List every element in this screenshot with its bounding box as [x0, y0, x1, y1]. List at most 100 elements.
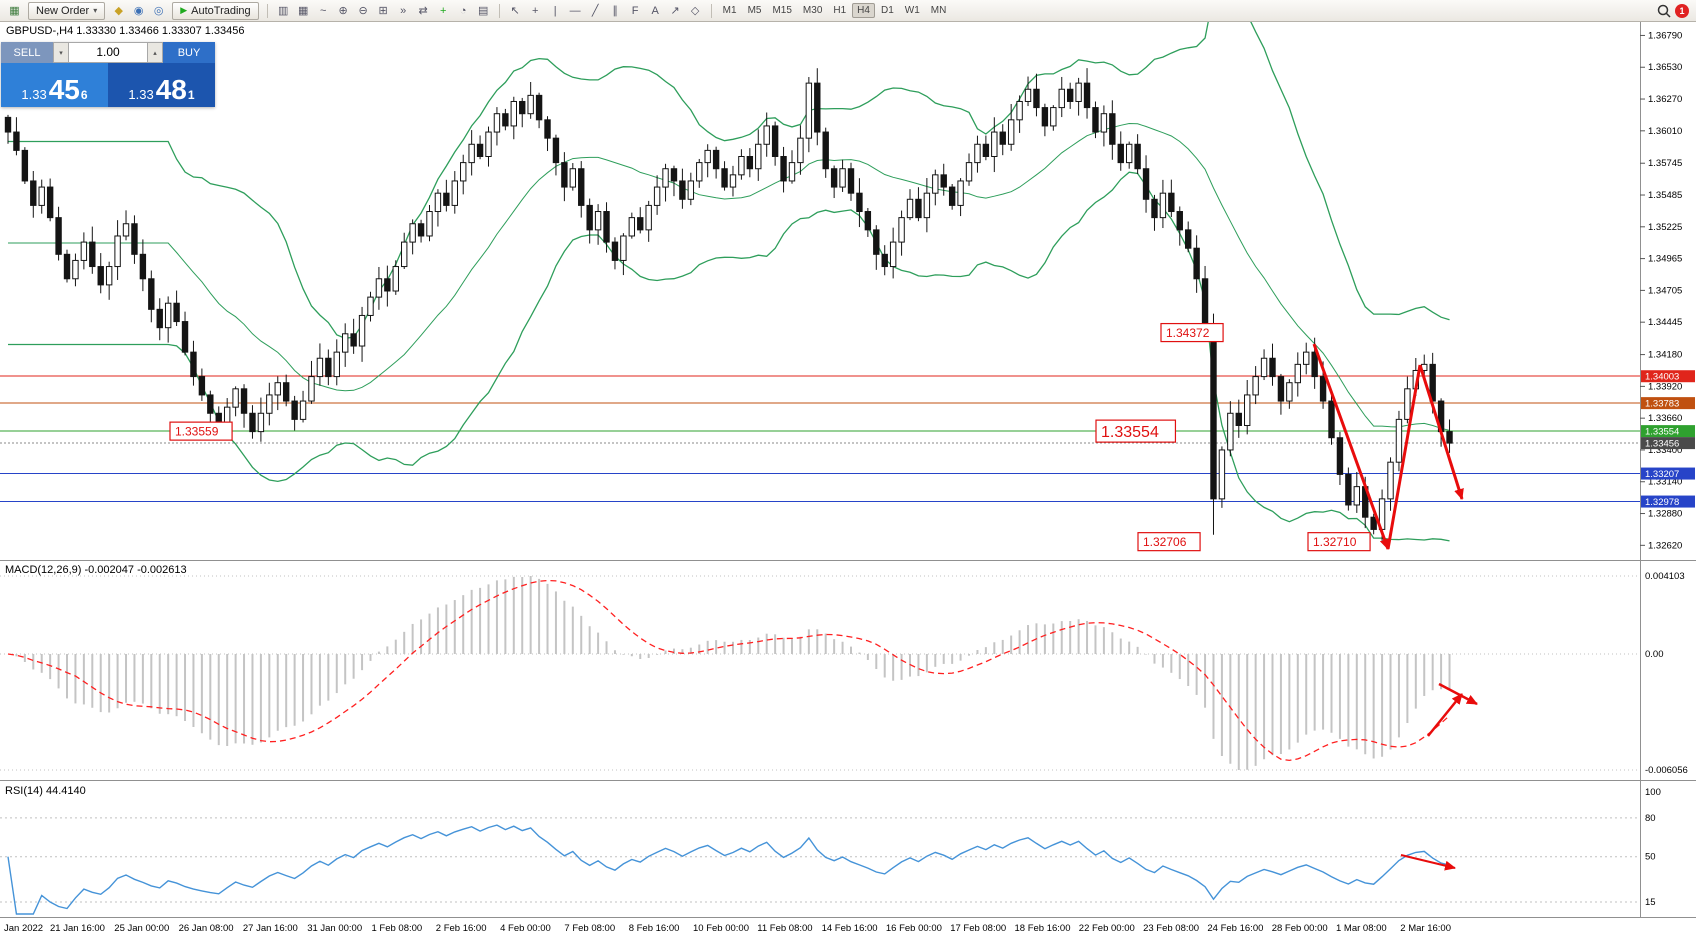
- text-icon[interactable]: A: [651, 4, 659, 17]
- svg-text:22 Feb 00:00: 22 Feb 00:00: [1079, 923, 1135, 934]
- annotation-box-1.33559: [169, 421, 233, 441]
- svg-text:8 Feb 16:00: 8 Feb 16:00: [629, 923, 680, 934]
- channel-icon[interactable]: ∥: [612, 5, 618, 17]
- svg-text:1.34445: 1.34445: [1648, 317, 1682, 328]
- horizontal-line-icon[interactable]: ―: [569, 4, 581, 17]
- zoom-in-icon[interactable]: ⊕: [338, 5, 348, 17]
- svg-text:2 Feb 16:00: 2 Feb 16:00: [436, 923, 487, 934]
- toolbar-chart-group: ▥ ▦ ~ ⊕ ⊖ ⊞ » ⇄ + ◔ ▤: [274, 2, 493, 19]
- autotrading-button[interactable]: ▶ AutoTrading: [172, 1, 259, 20]
- symbol-ohlc-line: GBPUSD-,H4 1.33330 1.33466 1.33307 1.334…: [6, 25, 245, 37]
- svg-text:25 Jan 00:00: 25 Jan 00:00: [114, 923, 169, 934]
- svg-text:0.00: 0.00: [1645, 649, 1664, 660]
- chart-shift-icon[interactable]: ⇄: [418, 5, 428, 17]
- timeframe-button-h4[interactable]: H4: [852, 3, 875, 18]
- svg-text:31 Jan 00:00: 31 Jan 00:00: [307, 923, 362, 934]
- svg-text:1.33554: 1.33554: [1101, 424, 1159, 441]
- annotation-box-1.32710: [1307, 532, 1371, 552]
- buy-button[interactable]: BUY: [163, 42, 215, 63]
- timeframe-button-m15[interactable]: M15: [772, 5, 792, 16]
- svg-text:11 Feb 08:00: 11 Feb 08:00: [757, 923, 812, 934]
- metaeditor-icon[interactable]: ◆: [114, 5, 123, 17]
- toolbar: ▦ New Order ▾ ◆ ◉ ◎ ▶ AutoTrading ▥ ▦ ~ ⊕ ⊖ ⊞ » ⇄…: [0, 0, 1696, 22]
- volume-decrease-button[interactable]: ▾: [53, 42, 69, 63]
- timeframe-button-h1[interactable]: H1: [833, 5, 847, 16]
- trend-arrow: [1400, 854, 1456, 871]
- svg-text:26 Jan 08:00: 26 Jan 08:00: [179, 923, 234, 934]
- svg-text:1.35225: 1.35225: [1648, 222, 1682, 233]
- indicators-icon[interactable]: +: [439, 4, 447, 17]
- line-chart-icon[interactable]: ~: [319, 4, 327, 17]
- new-chart-icon[interactable]: ▦: [9, 5, 20, 17]
- svg-text:1.34372: 1.34372: [1166, 326, 1210, 340]
- notification-badge[interactable]: 1: [1675, 3, 1689, 18]
- svg-text:21 Jan 16:00: 21 Jan 16:00: [50, 923, 105, 934]
- svg-text:1.33920: 1.33920: [1648, 381, 1682, 392]
- trend-arrow: [1427, 693, 1463, 737]
- panel-separators: [0, 22, 1696, 918]
- macd-signal-line: [7, 579, 1450, 762]
- arrow-tool-icon[interactable]: ↗: [670, 5, 680, 17]
- search-icon[interactable]: [1655, 2, 1673, 19]
- volume-increase-button[interactable]: ▴: [147, 42, 163, 63]
- market-watch-icon[interactable]: ◉: [133, 5, 144, 17]
- trendline-icon[interactable]: ╱: [591, 5, 599, 17]
- auto-scroll-icon[interactable]: »: [400, 4, 407, 17]
- svg-text:80: 80: [1645, 813, 1656, 824]
- svg-text:4 Feb 00:00: 4 Feb 00:00: [500, 923, 551, 934]
- shapes-icon[interactable]: ◇: [690, 5, 700, 17]
- svg-text:1.35745: 1.35745: [1648, 158, 1682, 169]
- zoom-out-icon[interactable]: ⊖: [358, 5, 368, 17]
- svg-text:1.33140: 1.33140: [1648, 477, 1682, 488]
- timeframe-button-m30[interactable]: M30: [802, 5, 823, 16]
- svg-text:1 Mar 08:00: 1 Mar 08:00: [1336, 923, 1387, 934]
- trend-arrow: [1386, 364, 1422, 550]
- timeframe-button-w1[interactable]: W1: [904, 5, 920, 16]
- bar-chart-icon[interactable]: ▥: [277, 5, 289, 17]
- svg-text:7 Feb 08:00: 7 Feb 08:00: [564, 923, 615, 934]
- svg-text:17 Feb 08:00: 17 Feb 08:00: [950, 923, 1006, 934]
- templates-icon[interactable]: ▤: [477, 5, 489, 17]
- buy-price-display[interactable]: 1.33 48 1: [108, 63, 215, 107]
- svg-text:2 Mar 16:00: 2 Mar 16:00: [1400, 923, 1451, 934]
- svg-text:1.33783: 1.33783: [1645, 399, 1679, 410]
- ask-pip-fraction: 1: [187, 88, 195, 102]
- candlestick-chart-icon[interactable]: ▦: [297, 5, 309, 17]
- tile-windows-icon[interactable]: ⊞: [378, 5, 388, 17]
- crosshair-icon[interactable]: +: [531, 4, 539, 17]
- svg-text:1.34965: 1.34965: [1648, 254, 1682, 265]
- vertical-line-icon[interactable]: |: [553, 4, 557, 17]
- toolbar-separator: [710, 3, 712, 18]
- price-tag-1.34003: [1641, 370, 1695, 383]
- sell-button[interactable]: SELL: [1, 42, 53, 63]
- rsi-indicator-label: RSI(14) 44.4140: [5, 785, 86, 797]
- timeframe-button-d1[interactable]: D1: [880, 5, 894, 16]
- svg-text:1.35485: 1.35485: [1648, 190, 1682, 201]
- svg-text:1.36530: 1.36530: [1648, 62, 1682, 73]
- svg-text:1.32620: 1.32620: [1648, 540, 1682, 551]
- svg-text:-0.006056: -0.006056: [1645, 765, 1688, 776]
- timeframe-button-m1[interactable]: M1: [722, 5, 737, 16]
- bollinger-middle-band: [8, 122, 1450, 431]
- macd-indicator-label: MACD(12,26,9) -0.002047 -0.002613: [5, 564, 187, 576]
- svg-text:1 Feb 08:00: 1 Feb 08:00: [372, 923, 423, 934]
- svg-text:1.33559: 1.33559: [175, 424, 219, 438]
- fibonacci-icon[interactable]: F: [631, 4, 639, 17]
- cursor-icon[interactable]: ↖: [510, 5, 520, 17]
- bid-pip-fraction: 6: [80, 88, 88, 102]
- annotation-box-1.34372: [1160, 322, 1224, 343]
- timeframe-button-m5[interactable]: M5: [747, 5, 762, 16]
- toolbar-tools-group: ↖ + | ― ╱ ∥ F A ↗ ◇: [506, 2, 705, 19]
- trend-arrows: [1312, 343, 1478, 871]
- svg-text:1.36790: 1.36790: [1648, 30, 1682, 41]
- new-order-button[interactable]: New Order ▾: [28, 1, 106, 20]
- navigator-icon[interactable]: ◎: [153, 5, 164, 17]
- periods-icon[interactable]: ◔: [459, 4, 467, 17]
- sell-price-display[interactable]: 1.33 45 6: [1, 63, 108, 107]
- timeframe-button-mn[interactable]: MN: [930, 5, 947, 16]
- volume-input[interactable]: 1.00: [69, 42, 147, 63]
- ask-big-digits: 48: [155, 74, 187, 106]
- timeframe-group: M1 M5 M15 M30 H1 H4 D1 W1 MN: [718, 3, 952, 18]
